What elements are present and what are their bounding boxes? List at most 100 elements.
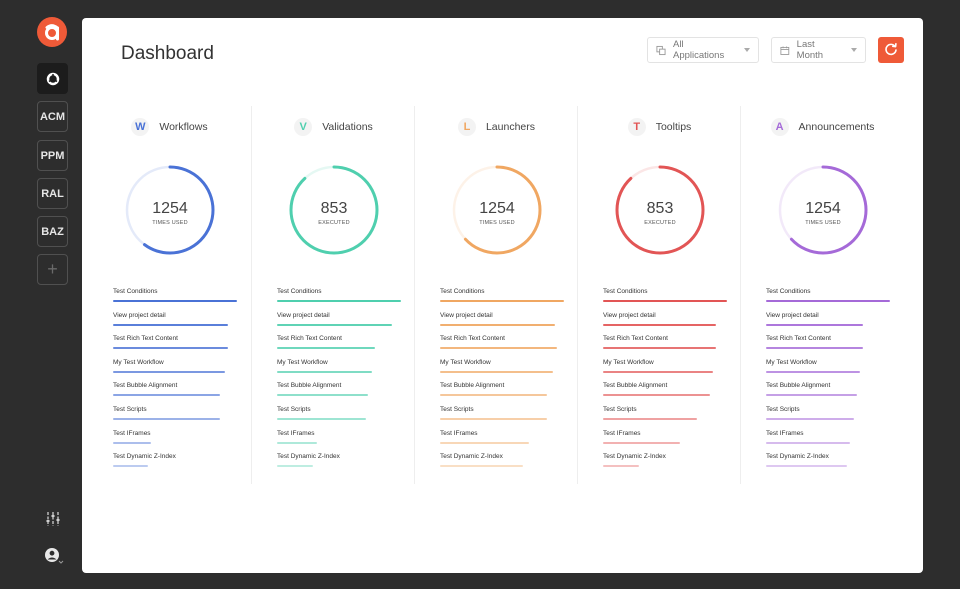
list-item[interactable]: Test Scripts bbox=[440, 406, 564, 426]
list-item[interactable]: View project detail bbox=[766, 312, 890, 332]
list-item[interactable]: Test Bubble Alignment bbox=[440, 382, 564, 402]
list-item-bar bbox=[113, 418, 220, 420]
list-item[interactable]: Test IFrames bbox=[113, 430, 237, 450]
list-item[interactable]: Test Rich Text Content bbox=[603, 335, 727, 355]
list-item-bar bbox=[766, 465, 847, 468]
list-item-bar bbox=[440, 347, 557, 350]
sidebar-item-ral[interactable]: RAL bbox=[37, 178, 68, 209]
list-item[interactable]: Test IFrames bbox=[603, 430, 727, 450]
metric-badge: T bbox=[627, 118, 646, 136]
list-item-bar bbox=[766, 347, 863, 350]
list-item[interactable]: My Test Workflow bbox=[277, 359, 401, 379]
sliders-icon[interactable] bbox=[44, 510, 62, 528]
list-item-label: View project detail bbox=[277, 311, 330, 319]
list-item[interactable]: View project detail bbox=[277, 312, 401, 332]
list-item[interactable]: Test Conditions bbox=[440, 288, 564, 308]
list-item[interactable]: Test Dynamic Z-Index bbox=[440, 453, 564, 473]
metric-value: 1254 bbox=[152, 200, 188, 217]
list-item[interactable]: Test Conditions bbox=[113, 288, 237, 308]
list-item-bar bbox=[603, 394, 710, 397]
list-item-label: Test Rich Text Content bbox=[603, 335, 668, 343]
list-item[interactable]: Test Scripts bbox=[603, 406, 727, 426]
metric-value: 853 bbox=[320, 200, 348, 217]
list-item[interactable]: Test IFrames bbox=[766, 430, 890, 450]
list-item-bar bbox=[766, 323, 863, 326]
list-item[interactable]: Test Scripts bbox=[113, 406, 237, 426]
ring-progress-arc bbox=[452, 165, 542, 255]
metric-ring-chart bbox=[615, 165, 705, 255]
list-item[interactable]: My Test Workflow bbox=[766, 359, 890, 379]
list-item[interactable]: Test Bubble Alignment bbox=[603, 382, 727, 402]
list-item-bar bbox=[766, 394, 857, 397]
list-item[interactable]: View project detail bbox=[113, 312, 237, 332]
list-item-label: My Test Workflow bbox=[766, 358, 817, 366]
list-item[interactable]: Test IFrames bbox=[277, 430, 401, 450]
list-item[interactable]: Test Bubble Alignment bbox=[113, 382, 237, 402]
list-item-bar bbox=[603, 370, 714, 373]
list-item-bar bbox=[440, 323, 556, 326]
list-item[interactable]: My Test Workflow bbox=[113, 359, 237, 379]
list-item[interactable]: Test Scripts bbox=[277, 406, 401, 426]
list-item-label: My Test Workflow bbox=[603, 358, 654, 366]
list-item[interactable]: Test Rich Text Content bbox=[440, 335, 564, 355]
brand-logo[interactable] bbox=[37, 17, 67, 47]
sidebar-item-baz[interactable]: BAZ bbox=[37, 216, 68, 247]
list-item-bar bbox=[113, 441, 152, 444]
list-item-label: Test Bubble Alignment bbox=[440, 382, 505, 390]
list-item[interactable]: Test Bubble Alignment bbox=[766, 382, 890, 402]
list-item[interactable]: Test Dynamic Z-Index bbox=[113, 453, 237, 473]
metric-title: Validations bbox=[322, 121, 373, 133]
list-item-bar bbox=[440, 370, 553, 373]
sidebar-item-acm[interactable]: ACM bbox=[37, 101, 68, 132]
user-account-icon[interactable] bbox=[44, 547, 66, 565]
list-item-bar bbox=[766, 370, 861, 373]
list-item[interactable]: Test Bubble Alignment bbox=[277, 382, 401, 402]
list-item-label: Test Rich Text Content bbox=[766, 335, 831, 343]
list-item[interactable]: View project detail bbox=[603, 312, 727, 332]
list-item-bar bbox=[113, 323, 229, 326]
list-item-bar bbox=[603, 323, 716, 326]
metric-ring-chart bbox=[452, 165, 542, 255]
list-item[interactable]: Test Conditions bbox=[277, 288, 401, 308]
list-item[interactable]: Test Dynamic Z-Index bbox=[766, 453, 890, 473]
list-item[interactable]: My Test Workflow bbox=[440, 359, 564, 379]
sidebar-item-ppm[interactable]: PPM bbox=[37, 140, 68, 171]
list-item-bar bbox=[440, 465, 524, 468]
calendar-icon bbox=[780, 46, 790, 55]
add-app-button[interactable]: + bbox=[37, 254, 68, 285]
refresh-button[interactable] bbox=[878, 37, 904, 63]
sidebar-item-analytics[interactable] bbox=[37, 63, 68, 94]
metric-header: T Tooltips bbox=[578, 118, 741, 136]
metric-caption: EXECUTED bbox=[318, 220, 350, 226]
list-item-label: Test Dynamic Z-Index bbox=[440, 453, 503, 461]
list-item-bar bbox=[603, 465, 639, 468]
list-item-bar bbox=[277, 300, 401, 302]
list-item[interactable]: Test Conditions bbox=[766, 288, 890, 308]
list-item-label: View project detail bbox=[603, 311, 656, 319]
list-item-label: Test Bubble Alignment bbox=[603, 382, 668, 390]
list-item-label: Test Rich Text Content bbox=[440, 335, 505, 343]
list-item-label: Test Scripts bbox=[766, 406, 800, 413]
application-filter-select[interactable]: All Applications bbox=[647, 37, 759, 63]
list-item[interactable]: Test IFrames bbox=[440, 430, 564, 450]
list-item[interactable]: My Test Workflow bbox=[603, 359, 727, 379]
list-item-label: Test Dynamic Z-Index bbox=[113, 453, 176, 461]
date-range-select[interactable]: Last Month bbox=[771, 37, 866, 63]
chevron-down-icon bbox=[851, 48, 857, 52]
list-item[interactable]: Test Dynamic Z-Index bbox=[277, 453, 401, 473]
list-item[interactable]: Test Dynamic Z-Index bbox=[603, 453, 727, 473]
list-item-label: Test Conditions bbox=[440, 288, 485, 295]
list-item[interactable]: View project detail bbox=[440, 312, 564, 332]
list-item-bar bbox=[113, 370, 225, 373]
metric-badge: W bbox=[131, 118, 150, 136]
list-item[interactable]: Test Scripts bbox=[766, 406, 890, 426]
applications-icon bbox=[656, 45, 666, 55]
list-item-label: Test Bubble Alignment bbox=[766, 382, 831, 390]
list-item[interactable]: Test Rich Text Content bbox=[113, 335, 237, 355]
metric-header: V Validations bbox=[252, 118, 415, 136]
ring-progress-arc bbox=[125, 165, 215, 255]
metric-ring-chart bbox=[289, 165, 379, 255]
list-item[interactable]: Test Conditions bbox=[603, 288, 727, 308]
list-item[interactable]: Test Rich Text Content bbox=[277, 335, 401, 355]
list-item[interactable]: Test Rich Text Content bbox=[766, 335, 890, 355]
